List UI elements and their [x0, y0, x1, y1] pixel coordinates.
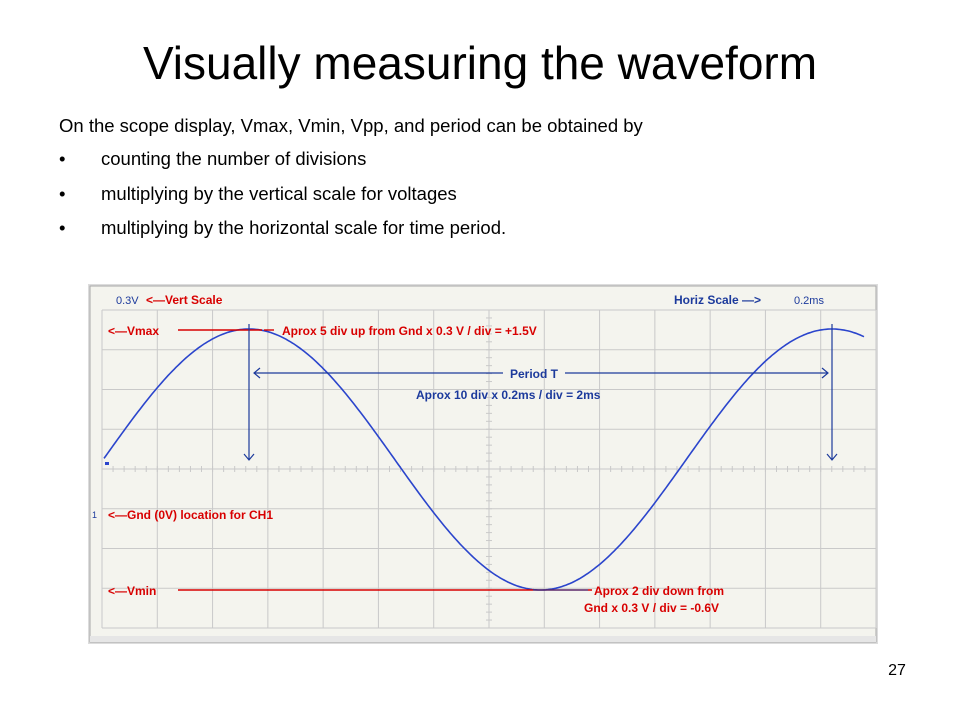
vmax-note: Aprox 5 div up from Gnd x 0.3 V / div = … [282, 324, 537, 338]
slide-title: Visually measuring the waveform [142, 37, 818, 89]
gnd-label: <—Gnd (0V) location for CH1 [108, 508, 273, 522]
period-arrow-left-head [253, 367, 261, 379]
oscilloscope-display: 0.3V <—Vert Scale Horiz Scale —> 0.2ms <… [88, 284, 878, 644]
bullet-item: • counting the number of divisions [59, 147, 506, 171]
vmin-label: <—Vmin [108, 584, 156, 598]
oscilloscope-screenshot: 0.3V <—Vert Scale Horiz Scale —> 0.2ms <… [88, 284, 878, 644]
period-note: Aprox 10 div x 0.2ms / div = 2ms [416, 388, 601, 402]
bullet-text: multiplying by the horizontal scale for … [101, 217, 507, 238]
vmin-note-line1: Aprox 2 div down from [594, 584, 724, 598]
horiz-scale-value: 0.2ms [794, 295, 824, 307]
vmax-label: <—Vmax [108, 324, 159, 338]
period-start-arrowhead [243, 453, 255, 461]
gnd-marker: 1 [92, 510, 97, 520]
graticule-center-ticks [101, 309, 877, 629]
period-label: Period T [510, 367, 559, 381]
bullet-text: multiplying by the vertical scale for vo… [101, 182, 457, 204]
bullet-text: counting the number of divisions [101, 148, 367, 169]
scope-bottom-strip [90, 636, 876, 642]
intro-text: On the scope display, Vmax, Vmin, Vpp, a… [59, 115, 643, 136]
vert-scale-value: 0.3V [116, 295, 139, 307]
bullet-list: • counting the number of divisions • multi… [59, 147, 506, 251]
vmin-note-line2: Gnd x 0.3 V / div = -0.6V [584, 601, 719, 615]
scope-screen [89, 285, 877, 643]
period-arrow-right-head [821, 367, 829, 379]
bullet-item: • multiplying by the horizontal scale for… [59, 216, 506, 240]
horiz-scale-label: Horiz Scale —> [674, 293, 761, 307]
bullet-dot: • [59, 182, 66, 204]
period-end-arrowhead [826, 453, 838, 461]
vert-scale-label: <—Vert Scale [146, 293, 223, 307]
bullet-item: • multiplying by the vertical scale for v… [59, 182, 506, 206]
bullet-dot: • [59, 217, 66, 238]
sine-waveform [103, 328, 865, 591]
ch1-position-marker [105, 462, 109, 465]
page-number: 27 [888, 662, 906, 679]
bullet-dot: • [59, 148, 66, 169]
